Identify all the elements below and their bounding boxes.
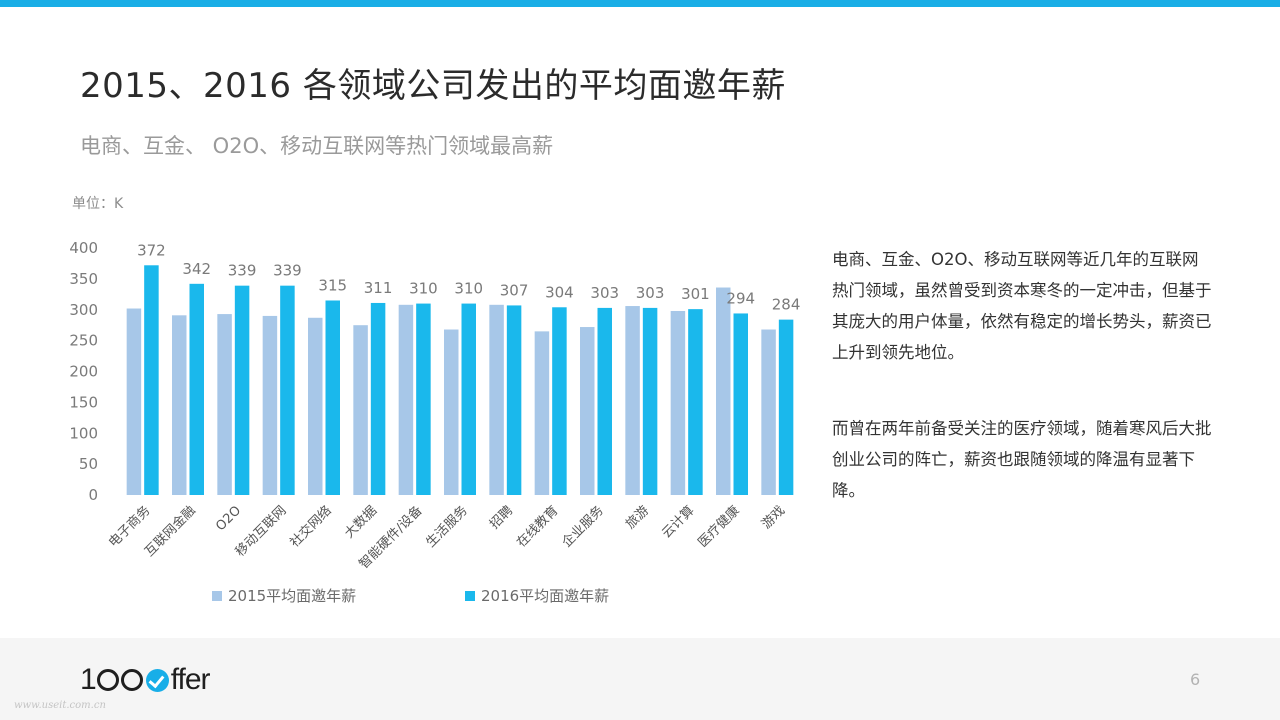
bar-2016 <box>189 283 204 495</box>
bar-2016 <box>688 309 703 495</box>
y-tick-label: 250 <box>69 332 98 350</box>
page-number: 6 <box>1190 670 1201 689</box>
data-label-2016: 315 <box>318 276 347 294</box>
logo-suffix: ffer <box>170 663 211 696</box>
y-tick-label: 0 <box>88 486 98 504</box>
data-label-2016: 303 <box>636 284 665 302</box>
data-label-2016: 311 <box>364 279 393 297</box>
check-circle-icon <box>145 668 169 692</box>
legend-item-2016: 2016平均面邀年薪 <box>465 585 609 606</box>
bar-2015 <box>308 317 323 495</box>
data-label-2016: 307 <box>500 281 529 299</box>
x-category-label: 企业服务 <box>559 503 607 551</box>
bar-2016 <box>778 319 794 495</box>
bar-2015 <box>761 329 776 495</box>
bar-2016 <box>370 302 386 495</box>
description-paragraph-1: 电商、互金、O2O、移动互联网等近几年的互联网热门领域，虽然曾受到资本寒冬的一定… <box>832 250 1212 362</box>
bar-2016 <box>325 300 340 495</box>
bar-2015 <box>444 329 459 495</box>
logo-zero-ring <box>120 669 143 691</box>
bar-2016 <box>733 313 748 495</box>
y-tick-label: 350 <box>69 270 98 288</box>
page-subtitle: 电商、互金、 O2O、移动互联网等热门领域最高薪 <box>80 134 554 158</box>
legend-label-2016: 2016平均面邀年薪 <box>481 587 610 605</box>
bar-2015 <box>489 304 504 495</box>
bar-2015 <box>126 308 142 495</box>
data-label-2016: 294 <box>726 289 755 307</box>
x-category-label: O2O <box>213 503 244 534</box>
brand-logo: 1 ffer <box>80 662 210 698</box>
data-label-2016: 310 <box>454 280 483 298</box>
bar-2015 <box>172 315 187 495</box>
bar-2015 <box>625 306 640 495</box>
logo-zero-ring <box>96 669 119 691</box>
bar-2016 <box>234 285 250 495</box>
bar-2015 <box>262 315 278 495</box>
x-category-label: 大数据 <box>342 503 380 541</box>
legend-item-2015: 2015平均面邀年薪 <box>212 585 356 606</box>
y-tick-label: 200 <box>69 363 98 381</box>
page-title: 2015、2016 各领域公司发出的平均面邀年薪 <box>80 66 786 106</box>
x-category-label: 游戏 <box>759 503 788 532</box>
y-tick-label: 400 <box>69 239 98 257</box>
y-tick-label: 150 <box>69 393 98 411</box>
x-category-label: 云计算 <box>659 503 697 541</box>
y-tick-label: 300 <box>69 301 98 319</box>
bar-2016 <box>416 303 431 495</box>
legend-swatch-2015 <box>212 590 222 601</box>
bar-2015 <box>353 325 368 495</box>
x-category-label: 医疗健康 <box>695 503 743 551</box>
logo-prefix: 1 <box>80 663 97 696</box>
bar-2015 <box>534 331 550 495</box>
bar-2015 <box>398 304 414 495</box>
bar-2016 <box>144 265 159 495</box>
data-label-2016: 301 <box>681 285 710 303</box>
data-label-2016: 303 <box>590 284 619 302</box>
bar-2016 <box>506 305 522 495</box>
x-category-label: 社交网络 <box>287 503 335 551</box>
data-label-2016: 339 <box>228 262 257 280</box>
bar-2015 <box>217 314 232 495</box>
x-category-label: 旅游 <box>623 503 652 532</box>
bar-2016 <box>597 307 612 495</box>
x-category-label: 招聘 <box>487 503 516 532</box>
legend-swatch-2016 <box>465 590 475 601</box>
data-label-2016: 339 <box>273 262 302 280</box>
bar-2015 <box>670 310 686 495</box>
bar-2015 <box>716 287 731 495</box>
bar-2016 <box>461 303 476 495</box>
watermark: www.useit.com.cn <box>14 700 106 711</box>
bar-2016 <box>280 285 295 495</box>
y-tick-label: 100 <box>69 424 98 442</box>
data-label-2016: 284 <box>772 296 801 314</box>
data-label-2016: 372 <box>137 241 166 259</box>
bar-2015 <box>580 327 595 495</box>
x-category-label: 电子商务 <box>105 503 153 551</box>
data-label-2016: 304 <box>545 283 574 301</box>
bar-2016 <box>552 307 567 495</box>
y-tick-label: 50 <box>79 455 98 473</box>
top-accent-bar <box>0 0 1280 7</box>
chart-unit-label: 单位：K <box>72 196 124 212</box>
x-category-label: 生活服务 <box>423 503 471 551</box>
data-label-2016: 310 <box>409 280 438 298</box>
x-category-label: 在线教育 <box>513 503 561 551</box>
bar-2016 <box>642 307 658 495</box>
legend-label-2015: 2015平均面邀年薪 <box>228 587 357 605</box>
data-label-2016: 342 <box>182 260 211 278</box>
footer-bar <box>0 638 1280 720</box>
description-paragraph-2: 而曾在两年前备受关注的医疗领域，随着寒风后大批创业公司的阵亡，薪资也跟随领域的降… <box>832 419 1212 500</box>
